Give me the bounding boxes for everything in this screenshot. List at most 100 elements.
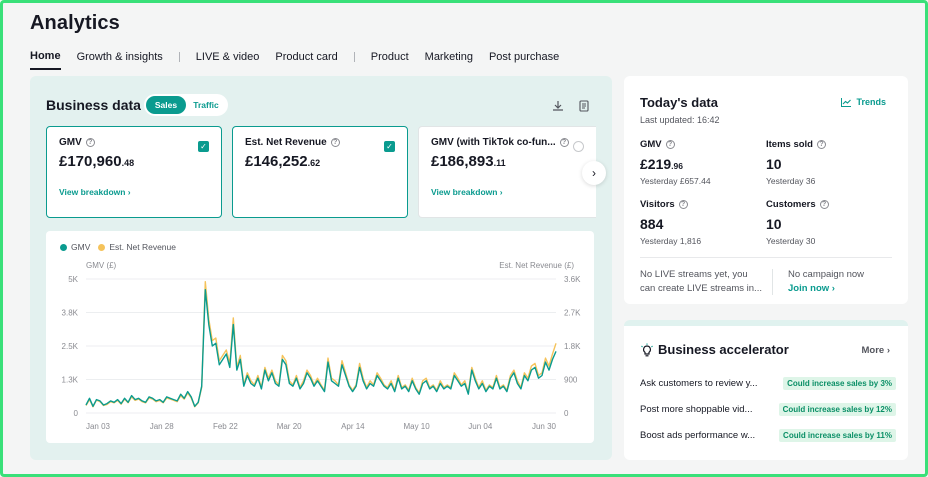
- nav-post-purchase[interactable]: Post purchase: [488, 51, 560, 63]
- net-revenue-card-value: £146,252.62: [245, 153, 395, 170]
- legend-label-revenue: Est. Net Revenue: [109, 242, 176, 252]
- gmv-card-label-row: GMV ?: [59, 137, 209, 148]
- gmv-cofund-view-breakdown-link[interactable]: View breakdown ›: [431, 187, 503, 197]
- legend-item-gmv[interactable]: GMV: [60, 242, 90, 252]
- y-left-tick-label: 5K: [68, 275, 78, 284]
- top-nav: Home Growth & insights LIVE & video Prod…: [30, 49, 575, 71]
- trends-label: Trends: [856, 97, 886, 107]
- metric-value: 884: [640, 216, 760, 232]
- nav-product-card[interactable]: Product card: [275, 51, 338, 63]
- business-accelerator-title: Business accelerator: [658, 342, 789, 357]
- gmv-cofund-card[interactable]: GMV (with TikTok co-fun... ? £186,893.11…: [418, 126, 596, 218]
- lightbulb-icon: [641, 343, 653, 357]
- legend-item-revenue[interactable]: Est. Net Revenue: [98, 242, 176, 252]
- metric-value: 10: [766, 156, 886, 172]
- metric-label-row: Items sold?: [766, 139, 886, 150]
- y-right-axis-title: Est. Net Revenue (£): [499, 261, 574, 270]
- metric-label: Items sold: [766, 139, 813, 150]
- last-updated-text: Last updated: 16:42: [640, 115, 720, 125]
- metric-label: Customers: [766, 199, 816, 210]
- metric-yesterday: Yesterday 30: [766, 236, 816, 246]
- info-icon: ?: [330, 138, 340, 147]
- net-revenue-value-main: £146,252: [245, 153, 308, 170]
- gmv-cofund-value-decimals: .11: [493, 158, 506, 168]
- accelerator-row-text: Boost ads performance w...: [640, 430, 756, 441]
- download-icon[interactable]: [552, 100, 564, 112]
- increase-badge: Could increase sales by 3%: [783, 377, 896, 390]
- checkbox-unchecked-icon[interactable]: [573, 141, 584, 152]
- nav-growth-insights[interactable]: Growth & insights: [76, 51, 163, 63]
- x-tick-label: May 10: [403, 422, 430, 431]
- increase-badge: Could increase sales by 12%: [778, 403, 896, 416]
- gmv-value-decimals: .48: [121, 158, 135, 168]
- x-tick-label: Jun 04: [468, 422, 493, 431]
- more-link[interactable]: More ›: [861, 345, 891, 356]
- today-metric-visitors: Visitors? 884 Yesterday 1,816: [640, 199, 760, 246]
- x-tick-label: Apr 14: [341, 422, 365, 431]
- business-chart: GMV Est. Net Revenue GMV (£) Est. Net Re…: [46, 231, 594, 443]
- info-icon: ?: [819, 200, 829, 209]
- metric-value: 10: [766, 216, 886, 232]
- legend-dot-icon: [98, 243, 106, 251]
- metric-yesterday: Yesterday £657.44: [640, 176, 711, 186]
- live-note-line: No LIVE streams yet, you: [640, 269, 748, 280]
- report-icon[interactable]: [578, 100, 590, 112]
- join-now-link[interactable]: Join now ›: [788, 283, 835, 294]
- info-icon: ?: [678, 200, 688, 209]
- info-icon: ?: [665, 140, 675, 149]
- accelerator-row[interactable]: Boost ads performance w... Could increas…: [640, 429, 896, 442]
- trends-link[interactable]: Trends: [841, 97, 886, 107]
- metric-value: £219.96: [640, 156, 760, 172]
- nav-product[interactable]: Product: [370, 51, 409, 63]
- trends-chart-icon: [841, 97, 852, 107]
- increase-badge: Could increase sales by 11%: [779, 429, 896, 442]
- next-cards-button[interactable]: ›: [582, 161, 606, 185]
- nav-separator: [353, 52, 355, 62]
- gmv-view-breakdown-link[interactable]: View breakdown ›: [59, 187, 131, 197]
- info-icon: ?: [85, 138, 95, 147]
- divider: [640, 257, 892, 258]
- checkbox-checked-icon[interactable]: ✓: [198, 141, 209, 152]
- net-revenue-card-label: Est. Net Revenue: [245, 137, 327, 148]
- business-accelerator-panel: Business accelerator More › Ask customer…: [624, 320, 908, 460]
- x-tick-label: Jan 03: [86, 422, 111, 431]
- nav-separator: [178, 52, 180, 62]
- campaign-note: No campaign now Join now ›: [788, 268, 864, 296]
- metric-value-main: 10: [766, 156, 782, 172]
- gmv-cofund-card-label: GMV (with TikTok co-fun...: [431, 137, 556, 148]
- metric-yesterday: Yesterday 36: [766, 176, 816, 186]
- nav-marketing[interactable]: Marketing: [424, 51, 473, 63]
- info-icon: ?: [559, 138, 569, 147]
- gmv-card[interactable]: GMV ? ✓ £170,960.48 View breakdown ›: [46, 126, 222, 218]
- legend-dot-icon: [60, 243, 67, 251]
- accelerator-row-text: Ask customers to review y...: [640, 378, 758, 389]
- metric-label: GMV: [640, 139, 662, 150]
- metric-label-row: Customers?: [766, 199, 886, 210]
- accelerator-row[interactable]: Post more shoppable vid... Could increas…: [640, 403, 896, 416]
- sales-toggle-button[interactable]: Sales: [146, 96, 186, 114]
- sales-traffic-toggle: Sales Traffic: [144, 94, 228, 116]
- y-right-tick-label: 0: [564, 409, 569, 418]
- nav-live-video[interactable]: LIVE & video: [195, 51, 260, 63]
- y-left-axis-title: GMV (£): [86, 261, 117, 270]
- y-left-tick-label: 2.5K: [62, 342, 79, 351]
- checkbox-checked-icon[interactable]: ✓: [384, 141, 395, 152]
- y-right-tick-label: 1.8K: [564, 342, 581, 351]
- traffic-toggle-button[interactable]: Traffic: [193, 100, 219, 110]
- net-revenue-card[interactable]: Est. Net Revenue ? ✓ £146,252.62: [232, 126, 408, 218]
- legend-label-gmv: GMV: [71, 242, 91, 252]
- y-right-tick-label: 2.7K: [564, 309, 581, 318]
- nav-home[interactable]: Home: [30, 50, 61, 70]
- net-revenue-value-decimals: .62: [307, 158, 321, 168]
- accelerator-row[interactable]: Ask customers to review y... Could incre…: [640, 377, 896, 390]
- today-metric-customers: Customers? 10 Yesterday 30: [766, 199, 886, 246]
- accelerator-row-text: Post more shoppable vid...: [640, 404, 753, 415]
- y-right-tick-label: 900: [564, 376, 578, 385]
- business-data-panel: Business data Sales Traffic GMV ? ✓ £170…: [30, 76, 612, 460]
- chart-plot[interactable]: 5K 3.6K 3.8K 2.7K 2.5K 1.8K 1.3K 900 0 0 Jan 03 Jan…: [46, 231, 594, 443]
- y-right-tick-label: 3.6K: [564, 275, 581, 284]
- y-left-tick-label: 1.3K: [62, 376, 79, 385]
- metric-value-main: 884: [640, 216, 664, 232]
- today-metric-items-sold: Items sold? 10 Yesterday 36: [766, 139, 886, 186]
- business-data-title: Business data: [46, 97, 141, 113]
